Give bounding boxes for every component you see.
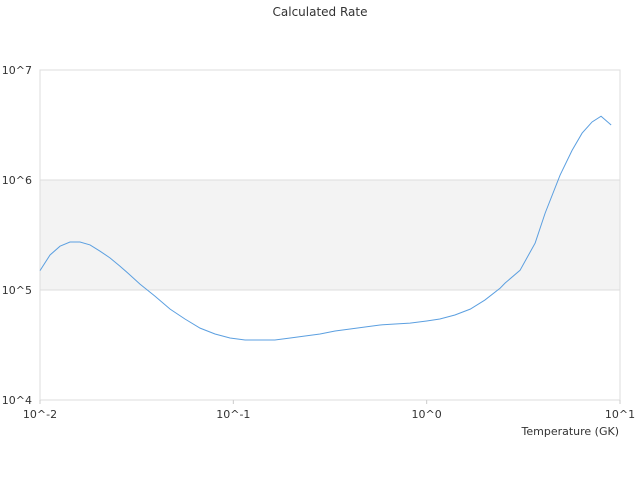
x-axis-label: Temperature (GK) [521,425,620,438]
grid-band [40,180,620,290]
y-tick-label: 10^6 [2,174,32,187]
y-tick-label: 10^4 [2,394,32,407]
data-line [39,115,612,341]
x-tick-label: 10^1 [605,408,635,421]
x-tick-label: 10^0 [412,408,442,421]
chart-title: Calculated Rate [273,5,368,19]
x-tick-label: 10^-1 [216,408,250,421]
x-tick-label: 10^-2 [23,408,57,421]
y-tick-label: 10^5 [2,284,32,297]
y-tick-label: 10^7 [2,64,32,77]
